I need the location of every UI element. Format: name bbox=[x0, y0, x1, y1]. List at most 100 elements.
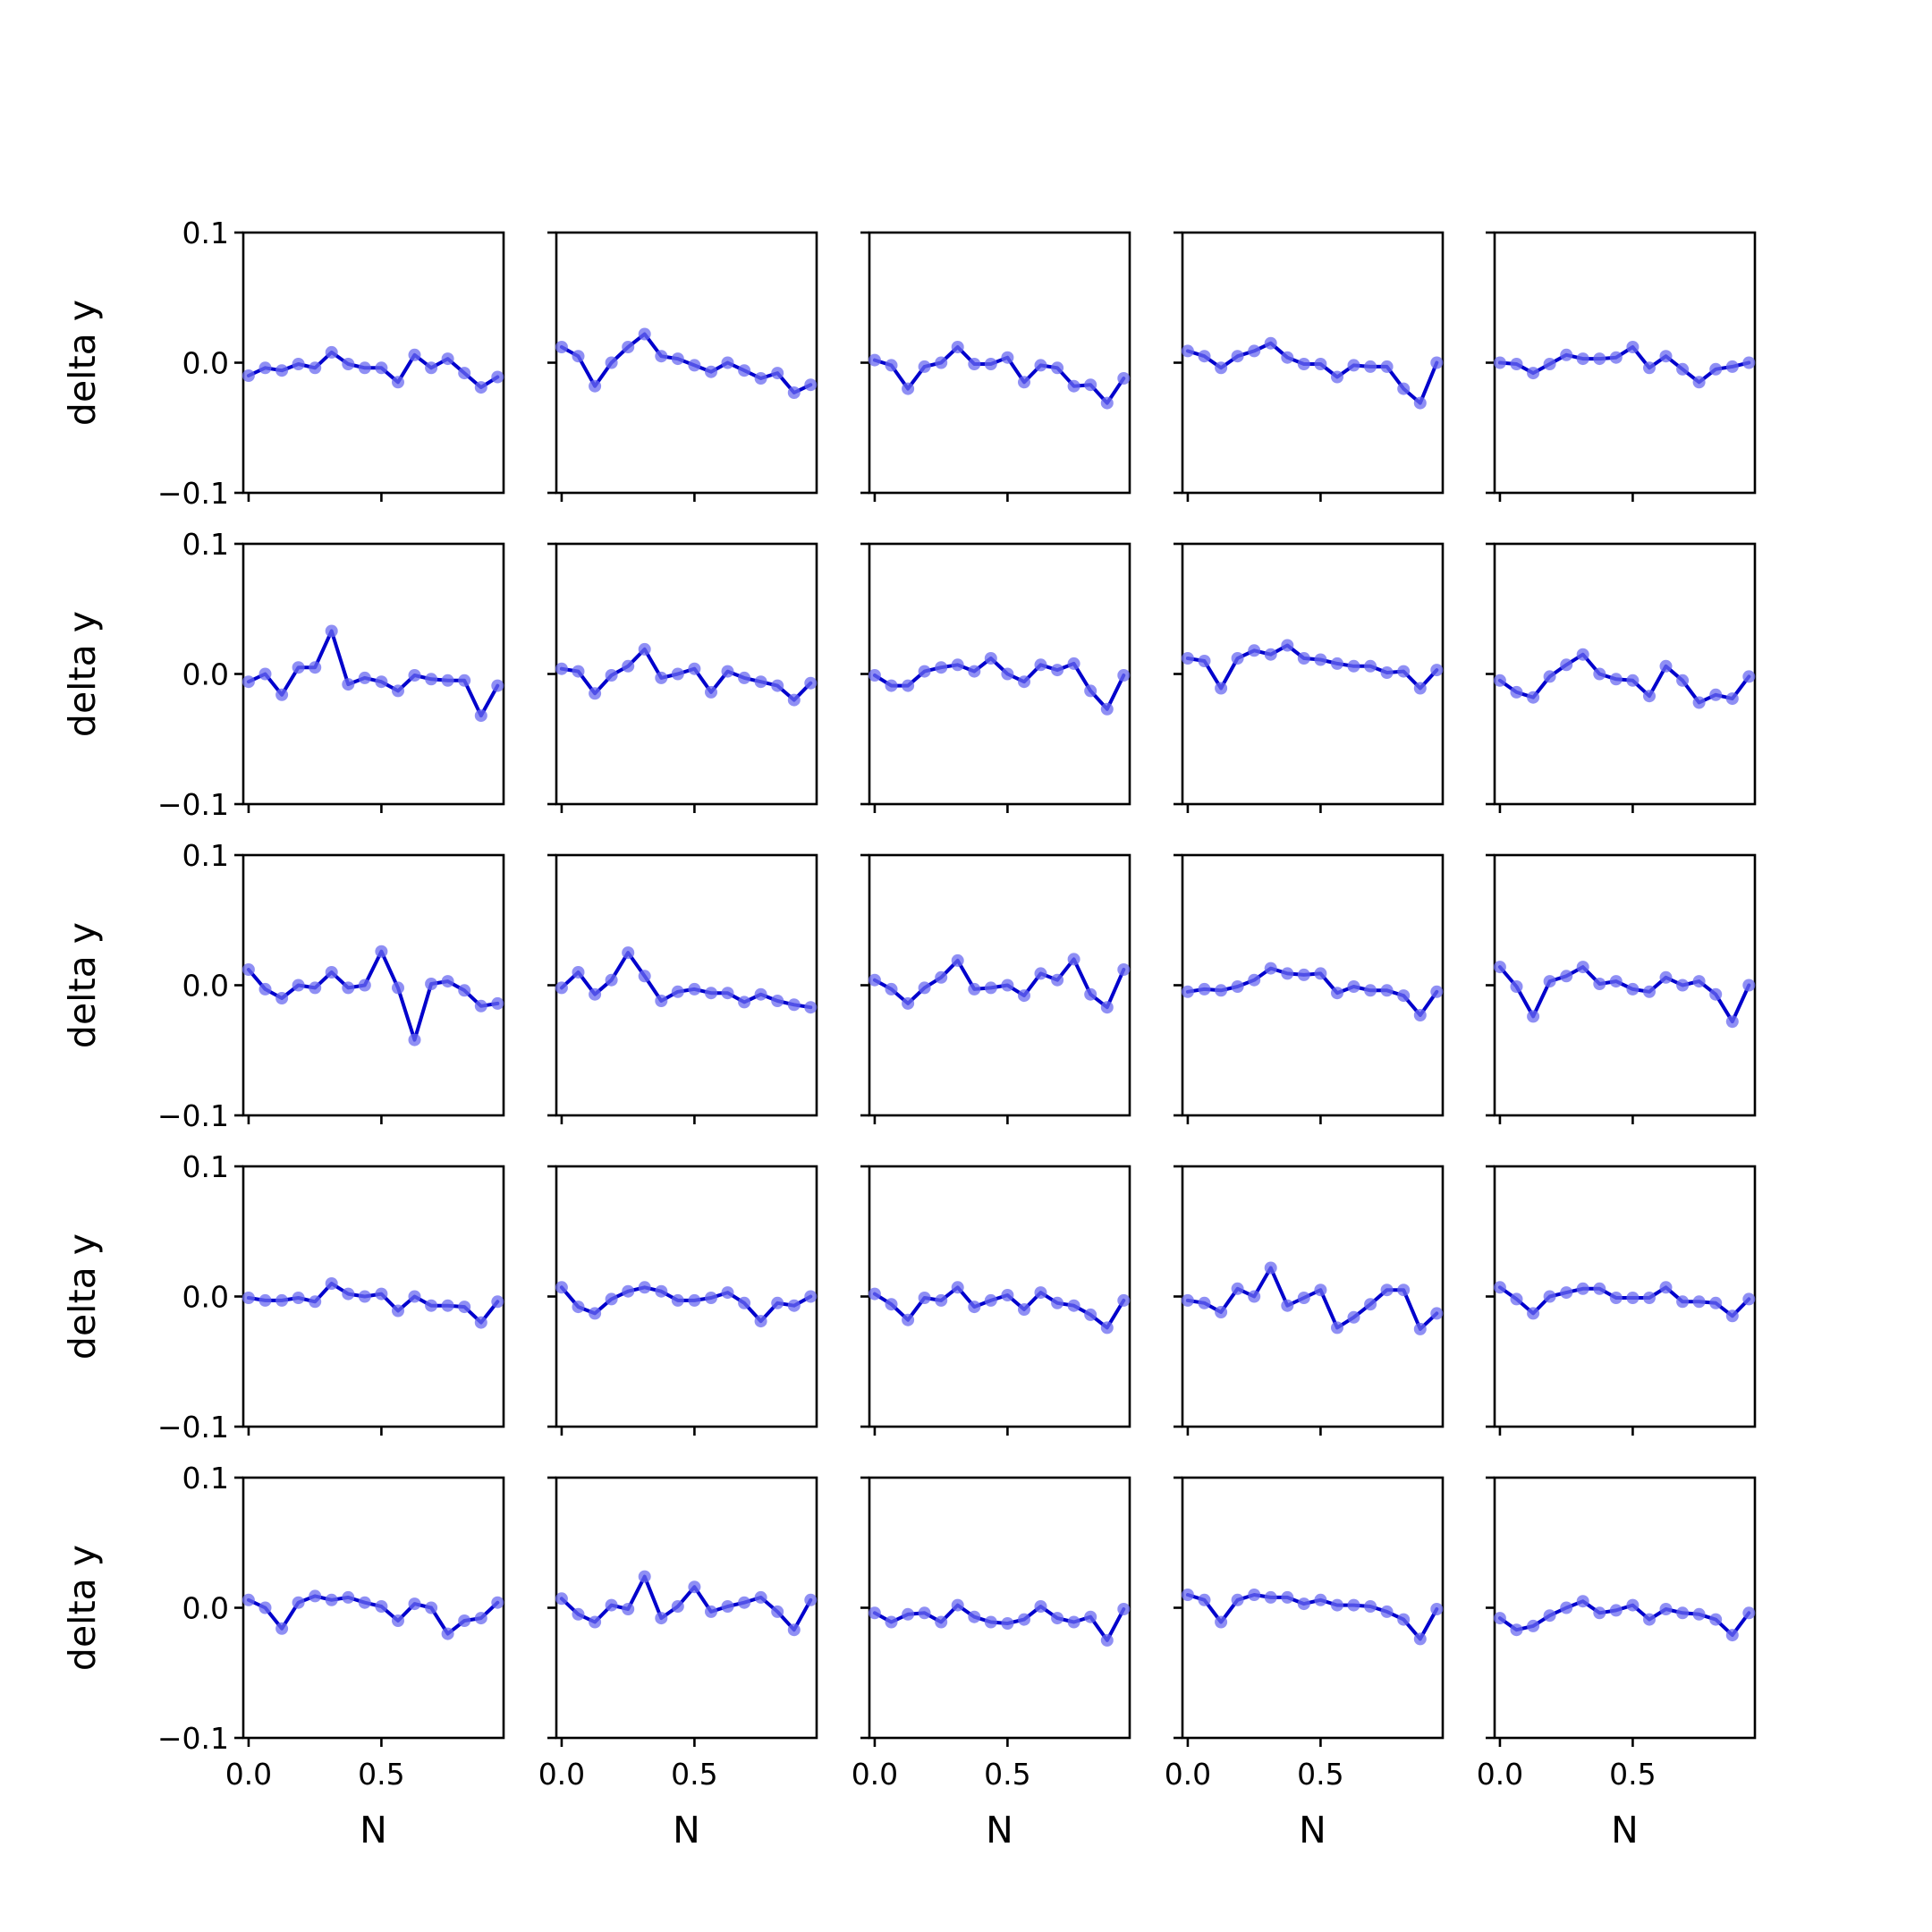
data-point bbox=[1347, 1598, 1360, 1612]
data-point bbox=[474, 1316, 487, 1329]
data-point bbox=[1560, 1601, 1573, 1614]
data-point bbox=[655, 671, 668, 684]
data-point bbox=[1527, 1619, 1540, 1632]
data-point bbox=[1297, 358, 1310, 370]
data-point bbox=[572, 1301, 585, 1314]
data-point bbox=[1084, 378, 1097, 392]
series-line bbox=[872, 957, 1126, 1010]
data-point bbox=[292, 979, 305, 992]
data-point bbox=[1593, 667, 1606, 681]
data-point bbox=[918, 665, 931, 678]
data-point bbox=[474, 999, 487, 1013]
data-point bbox=[458, 367, 471, 380]
data-point bbox=[1742, 1292, 1756, 1306]
data-point bbox=[605, 973, 618, 987]
data-point bbox=[1248, 344, 1261, 358]
data-point bbox=[1493, 1612, 1506, 1625]
data-point bbox=[1397, 382, 1411, 395]
data-point bbox=[1198, 655, 1211, 667]
data-point bbox=[754, 675, 767, 689]
data-point bbox=[1067, 953, 1080, 966]
data-point bbox=[787, 1623, 801, 1637]
data-point bbox=[935, 661, 948, 674]
data-point bbox=[1609, 351, 1623, 364]
data-point bbox=[1051, 361, 1064, 375]
data-point bbox=[1231, 1282, 1244, 1295]
data-point bbox=[1067, 379, 1080, 393]
subplot-r4-c4 bbox=[1174, 1165, 1445, 1436]
series-line bbox=[1497, 1285, 1751, 1318]
data-point bbox=[1018, 675, 1030, 689]
data-point bbox=[1380, 984, 1394, 997]
data-point bbox=[1331, 1598, 1343, 1612]
x-tick-label: 0.0 bbox=[1165, 1757, 1211, 1792]
data-point bbox=[1347, 980, 1360, 993]
data-point bbox=[458, 1614, 471, 1627]
series-line bbox=[1185, 1266, 1439, 1331]
data-point bbox=[918, 360, 931, 373]
data-point bbox=[1100, 1001, 1114, 1014]
subplot-r5-c4: 0.0 0.5 N bbox=[1165, 1476, 1445, 1852]
data-point bbox=[721, 356, 734, 369]
data-point bbox=[1331, 1321, 1343, 1335]
data-point bbox=[589, 687, 602, 700]
data-point bbox=[868, 1287, 881, 1301]
series-line bbox=[559, 1285, 813, 1324]
data-point bbox=[491, 1295, 504, 1309]
data-point bbox=[572, 350, 585, 363]
data-point bbox=[1018, 376, 1030, 389]
data-point bbox=[1117, 669, 1131, 682]
data-point bbox=[638, 327, 651, 341]
data-point bbox=[787, 1299, 801, 1312]
x-axis-label: N bbox=[673, 1809, 700, 1852]
data-point bbox=[258, 361, 272, 375]
x-tick-label: 0.0 bbox=[538, 1757, 585, 1792]
data-point bbox=[342, 981, 355, 995]
data-point bbox=[589, 379, 602, 393]
data-point bbox=[1314, 967, 1327, 980]
data-point bbox=[309, 1589, 322, 1603]
data-point bbox=[1527, 1307, 1540, 1320]
data-point bbox=[1051, 664, 1064, 677]
data-point bbox=[1493, 356, 1506, 369]
data-point bbox=[804, 676, 818, 690]
data-point bbox=[671, 1293, 684, 1307]
data-point bbox=[425, 361, 438, 375]
series-line bbox=[872, 345, 1126, 405]
data-point bbox=[1643, 361, 1656, 375]
data-point bbox=[721, 1286, 734, 1300]
data-point bbox=[1084, 1610, 1097, 1623]
data-point bbox=[425, 978, 438, 990]
data-point bbox=[771, 679, 784, 692]
y-axis-label: delta y bbox=[61, 300, 104, 426]
y-tick-label: 0.1 bbox=[182, 1461, 229, 1496]
data-point bbox=[605, 1292, 618, 1306]
data-point bbox=[1527, 1010, 1540, 1023]
data-point bbox=[1198, 982, 1211, 996]
data-point bbox=[671, 985, 684, 998]
data-point bbox=[392, 1614, 404, 1627]
data-point bbox=[491, 1596, 504, 1609]
data-point bbox=[771, 367, 784, 380]
data-point bbox=[491, 996, 504, 1010]
data-point bbox=[1609, 1292, 1623, 1304]
data-point bbox=[1692, 1607, 1706, 1621]
data-point bbox=[258, 667, 272, 681]
x-tick-label: 0.5 bbox=[1297, 1757, 1343, 1792]
data-point bbox=[804, 1593, 818, 1606]
y-tick-label: 0.0 bbox=[182, 346, 229, 381]
data-point bbox=[1493, 674, 1506, 687]
data-point bbox=[1676, 362, 1690, 376]
subplot-r5-c2: 0.0 0.5 N bbox=[538, 1476, 818, 1852]
data-point bbox=[1742, 356, 1756, 369]
series-line bbox=[1185, 1593, 1439, 1641]
data-point bbox=[309, 1295, 322, 1309]
data-point bbox=[425, 1601, 438, 1614]
x-axis-label: N bbox=[1299, 1809, 1326, 1852]
data-point bbox=[1281, 639, 1294, 652]
data-point bbox=[655, 1284, 668, 1298]
data-point bbox=[1018, 1613, 1030, 1626]
data-point bbox=[474, 709, 487, 723]
data-point bbox=[555, 341, 568, 353]
